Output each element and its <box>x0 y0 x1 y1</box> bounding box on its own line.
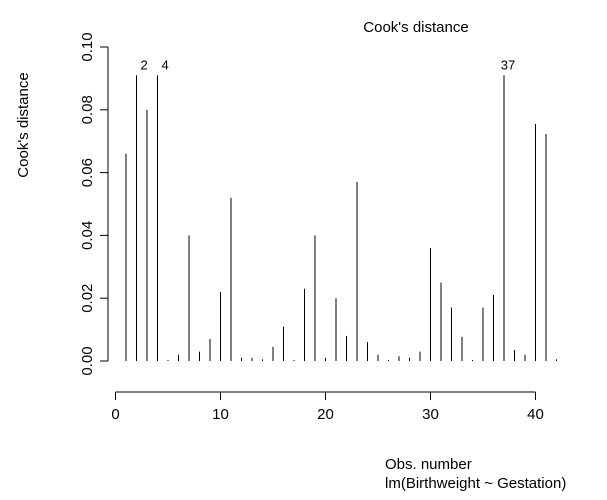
x-tick-label: 10 <box>212 406 229 423</box>
y-tick-label: 0.02 <box>79 284 96 313</box>
y-tick-label: 0.08 <box>79 95 96 124</box>
y-tick-label: 0.04 <box>79 221 96 250</box>
y-axis-label: Cook's distance <box>15 72 32 177</box>
chart-title: Cook's distance <box>363 19 468 36</box>
point-label: 37 <box>501 58 515 73</box>
subtitle: lm(Birthweight ~ Gestation) <box>385 475 566 492</box>
x-tick-label: 20 <box>317 406 334 423</box>
y-tick-label: 0.10 <box>79 32 96 61</box>
y-tick-label: 0.00 <box>79 346 96 375</box>
y-tick-label: 0.06 <box>79 158 96 187</box>
point-label: 2 <box>141 58 148 73</box>
x-tick-label: 30 <box>422 406 439 423</box>
x-tick-label: 0 <box>111 406 119 423</box>
point-label: 4 <box>162 58 169 73</box>
x-tick-label: 40 <box>527 406 544 423</box>
x-axis-label: Obs. number <box>385 456 472 473</box>
